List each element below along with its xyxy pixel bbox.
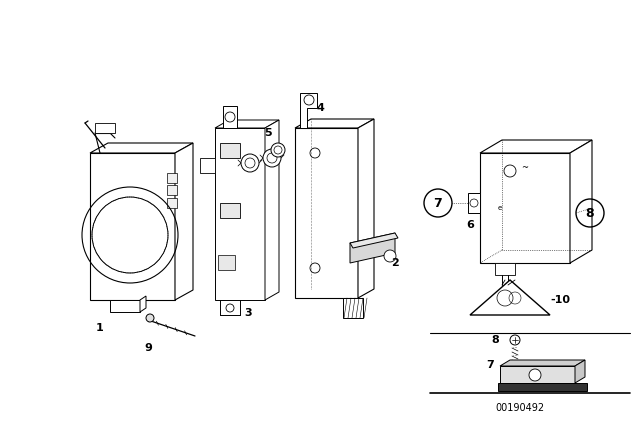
- Polygon shape: [223, 106, 237, 128]
- Text: 4: 4: [316, 103, 324, 113]
- Polygon shape: [218, 255, 235, 270]
- Polygon shape: [480, 153, 570, 263]
- Polygon shape: [167, 185, 177, 195]
- Text: 5: 5: [264, 128, 272, 138]
- Polygon shape: [498, 383, 587, 391]
- Polygon shape: [215, 128, 265, 300]
- Circle shape: [241, 154, 259, 172]
- Polygon shape: [350, 233, 395, 263]
- Text: 00190492: 00190492: [495, 403, 545, 413]
- Polygon shape: [350, 233, 398, 248]
- Text: 9: 9: [144, 343, 152, 353]
- Polygon shape: [220, 143, 240, 158]
- Polygon shape: [140, 296, 146, 312]
- Circle shape: [271, 143, 285, 157]
- Polygon shape: [358, 119, 374, 298]
- Circle shape: [384, 250, 396, 262]
- Text: -10: -10: [550, 295, 570, 305]
- Polygon shape: [90, 153, 175, 300]
- Text: e: e: [498, 205, 502, 211]
- Polygon shape: [480, 140, 592, 153]
- Text: 7: 7: [434, 197, 442, 210]
- Circle shape: [146, 314, 154, 322]
- Polygon shape: [295, 119, 374, 128]
- Polygon shape: [110, 300, 140, 312]
- Circle shape: [304, 95, 314, 105]
- Polygon shape: [500, 366, 575, 383]
- Polygon shape: [295, 128, 358, 298]
- Polygon shape: [265, 120, 279, 300]
- Text: 6: 6: [466, 220, 474, 230]
- Circle shape: [263, 149, 281, 167]
- Polygon shape: [468, 193, 480, 213]
- Polygon shape: [167, 198, 177, 208]
- Text: 1: 1: [96, 323, 104, 333]
- Text: ~: ~: [522, 164, 529, 172]
- Circle shape: [529, 369, 541, 381]
- Polygon shape: [500, 360, 585, 366]
- Polygon shape: [575, 360, 585, 383]
- Polygon shape: [215, 120, 279, 128]
- Text: 2: 2: [391, 258, 399, 268]
- Polygon shape: [220, 203, 240, 218]
- Polygon shape: [90, 143, 193, 153]
- Polygon shape: [167, 173, 177, 183]
- Polygon shape: [343, 298, 363, 318]
- Text: 8: 8: [491, 335, 499, 345]
- Text: 7: 7: [486, 360, 494, 370]
- Polygon shape: [200, 158, 215, 173]
- Polygon shape: [95, 123, 115, 133]
- Polygon shape: [175, 143, 193, 300]
- Polygon shape: [470, 280, 550, 315]
- Text: 8: 8: [586, 207, 595, 220]
- Polygon shape: [570, 140, 592, 263]
- Polygon shape: [495, 263, 515, 275]
- Text: 3: 3: [244, 308, 252, 318]
- Polygon shape: [300, 93, 317, 128]
